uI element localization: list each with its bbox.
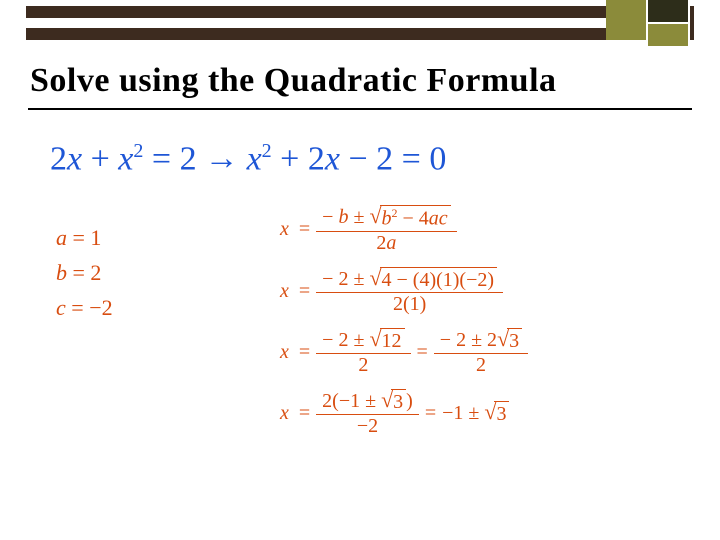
s3b-pre: − 2 ± 2 [440,329,497,351]
s1-eq: = [299,218,310,241]
b-label: b [56,260,67,285]
s3-eq: = [299,341,310,364]
eq-2b: 2 [180,140,197,177]
eq-2: 2 [50,140,67,177]
s1-x: x [280,218,289,241]
s3a-sqrt: √12 [369,328,404,353]
s1-2: 2 [376,232,386,254]
s4-top: 2(−1 ± √3) [316,389,419,415]
main-equation: 2x + x2 = 2→x2 + 2x − 2 = 0 [50,140,446,178]
s3b-top: − 2 ± 2√3 [434,328,528,354]
s2-frac: − 2 ± √4 − (4)(1)(−2) 2(1) [316,267,503,316]
s1-b2: b [382,208,392,230]
s3b-frac: − 2 ± 2√3 2 [434,328,528,377]
s2-pre: − 2 ± [322,268,369,290]
step-1: x = − b ± √b2 − 4ac 2a [280,205,528,255]
s2-bot: 2(1) [387,293,432,316]
s4-bot: −2 [351,415,384,438]
olive-square-1 [606,0,646,40]
dark-rect-1 [648,0,688,22]
s4-eq2: = [425,402,436,425]
brown-edge [690,6,694,40]
a-eq: = [67,225,90,250]
s3a-frac: − 2 ± √12 2 [316,328,410,377]
c-val: −2 [89,295,112,320]
title-container: Solve using the Quadratic Formula [30,62,690,100]
s3a-bot: 2 [352,354,374,377]
eq-x4: x [325,140,340,177]
s4-post: ) [406,390,413,412]
coefficients: a = 1 b = 2 c = −2 [56,220,113,326]
eq-sup1: 2 [133,140,143,162]
c-label: c [56,295,66,320]
s2-x: x [280,280,289,303]
s4-rhs-pre: −1 ± [442,402,484,424]
olive-rect-2 [648,24,688,46]
b-eq: = [67,260,90,285]
s2-eq: = [299,280,310,303]
page-title: Solve using the Quadratic Formula [30,62,690,100]
s1-neg: − [322,206,338,228]
eq-eq2: = [393,140,429,177]
s3-x: x [280,341,289,364]
step-2: x = − 2 ± √4 − (4)(1)(−2) 2(1) [280,267,528,316]
s1-a: a [386,232,396,254]
brown-bar-top [26,6,606,18]
eq-eq1: = [143,140,179,177]
s3b-bot: 2 [470,354,492,377]
coeff-c: c = −2 [56,290,113,325]
eq-2c: 2 [308,140,325,177]
s4-eq: = [299,402,310,425]
s2-sqrt: √4 − (4)(1)(−2) [369,267,497,292]
s1-top: − b ± √b2 − 4ac [316,205,457,232]
eq-x3: x [247,140,262,177]
s1-frac: − b ± √b2 − 4ac 2a [316,205,457,255]
s4-pre: 2(−1 ± [322,390,381,412]
s1-m4: − 4 [398,208,429,230]
coeff-b: b = 2 [56,255,113,290]
s3-eq2: = [417,341,428,364]
s1-sqrt: √b2 − 4ac [369,205,450,231]
s3a-top: − 2 ± √12 [316,328,410,354]
s4-x: x [280,402,289,425]
a-val: 1 [90,225,101,250]
s1-bot: 2a [370,232,402,255]
s4-sqrt: √3 [381,389,406,414]
s3b-radicand: 3 [507,328,522,353]
eq-x1: x [67,140,82,177]
coeff-a: a = 1 [56,220,113,255]
s1-ac: ac [429,208,448,230]
eq-0: 0 [429,140,446,177]
s1-radicand: b2 − 4ac [380,205,451,231]
a-label: a [56,225,67,250]
s4-radicand: 3 [391,389,406,414]
s2-top: − 2 ± √4 − (4)(1)(−2) [316,267,503,293]
eq-sup2: 2 [262,140,272,162]
eq-2d: 2 [376,140,393,177]
eq-plus2: + [272,140,308,177]
step-4: x = 2(−1 ± √3) −2 = −1 ± √3 [280,389,528,438]
work-steps: x = − b ± √b2 − 4ac 2a x = − 2 ± √4 − (4… [280,205,528,450]
s2-radicand: 4 − (4)(1)(−2) [380,267,498,292]
s4-rhs-sqrt: √3 [484,401,509,426]
s4-rhs: −1 ± √3 [442,401,509,426]
s4-rhs-radicand: 3 [494,401,509,426]
s3a-radicand: 12 [380,328,405,353]
s1-pm: ± [348,206,369,228]
eq-x2: x [118,140,133,177]
arrow-icon: → [197,140,247,177]
step-3: x = − 2 ± √12 2 = − 2 ± 2√3 2 [280,328,528,377]
s1-b: b [338,206,348,228]
b-val: 2 [90,260,101,285]
title-underline [28,108,692,110]
eq-minus: − [340,140,376,177]
s4-frac: 2(−1 ± √3) −2 [316,389,419,438]
s3a-pre: − 2 ± [322,329,369,351]
s3b-sqrt: √3 [497,328,522,353]
c-eq: = [66,295,89,320]
eq-plus1: + [82,140,118,177]
header-decoration [0,0,720,48]
brown-bar-bottom [26,28,606,40]
